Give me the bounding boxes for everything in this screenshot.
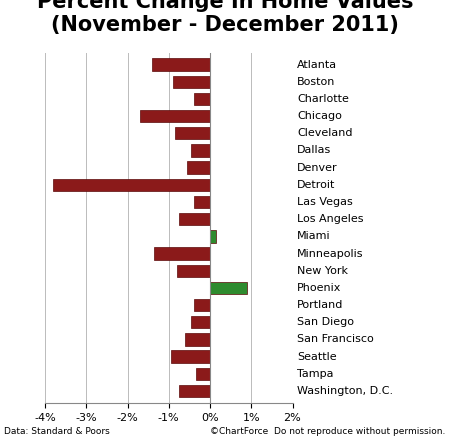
Text: Phoenix: Phoenix bbox=[297, 283, 342, 293]
Text: San Francisco: San Francisco bbox=[297, 334, 374, 344]
Bar bbox=[210, 282, 247, 294]
Bar bbox=[53, 179, 210, 191]
Bar bbox=[175, 127, 210, 139]
Text: Chicago: Chicago bbox=[297, 111, 342, 121]
Text: Portland: Portland bbox=[297, 300, 343, 310]
Text: Las Vegas: Las Vegas bbox=[297, 197, 353, 207]
Bar bbox=[177, 265, 210, 277]
Text: Cleveland: Cleveland bbox=[297, 128, 352, 138]
Bar bbox=[154, 247, 210, 260]
Bar bbox=[185, 333, 210, 346]
Bar bbox=[187, 162, 210, 174]
Bar bbox=[194, 93, 210, 105]
Text: Washington, D.C.: Washington, D.C. bbox=[297, 386, 393, 396]
Bar bbox=[191, 316, 210, 328]
Text: Miami: Miami bbox=[297, 231, 331, 241]
Bar bbox=[179, 213, 210, 226]
Text: Atlanta: Atlanta bbox=[297, 60, 337, 70]
Text: Boston: Boston bbox=[297, 77, 335, 87]
Text: Percent Change In Home Values
(November - December 2011): Percent Change In Home Values (November … bbox=[37, 0, 413, 35]
Text: ©ChartForce  Do not reproduce without permission.: ©ChartForce Do not reproduce without per… bbox=[210, 427, 446, 436]
Bar bbox=[140, 110, 210, 122]
Bar bbox=[194, 196, 210, 208]
Bar bbox=[196, 367, 210, 380]
Text: Detroit: Detroit bbox=[297, 180, 335, 190]
Text: Charlotte: Charlotte bbox=[297, 94, 349, 104]
Text: Dallas: Dallas bbox=[297, 145, 331, 155]
Text: San Diego: San Diego bbox=[297, 317, 354, 327]
Bar bbox=[194, 299, 210, 311]
Text: Denver: Denver bbox=[297, 162, 338, 173]
Bar bbox=[179, 385, 210, 397]
Text: Minneapolis: Minneapolis bbox=[297, 248, 364, 258]
Bar bbox=[210, 230, 216, 243]
Text: New York: New York bbox=[297, 266, 348, 276]
Bar bbox=[152, 58, 210, 71]
Bar bbox=[171, 350, 210, 363]
Bar bbox=[191, 144, 210, 157]
Text: Seattle: Seattle bbox=[297, 352, 337, 362]
Bar bbox=[173, 76, 210, 88]
Text: Data: Standard & Poors: Data: Standard & Poors bbox=[4, 427, 110, 436]
Text: Los Angeles: Los Angeles bbox=[297, 214, 364, 224]
Text: Tampa: Tampa bbox=[297, 369, 333, 379]
